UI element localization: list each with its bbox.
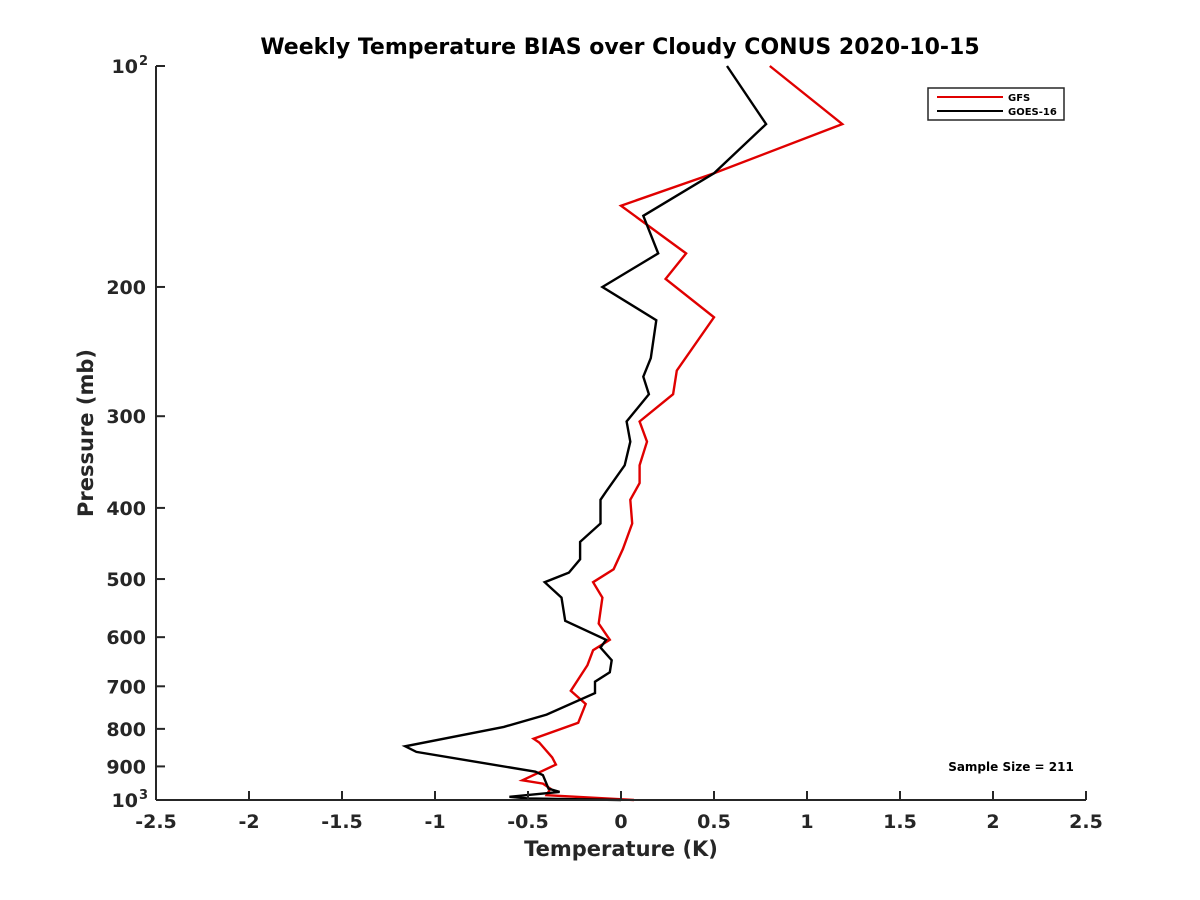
y-tick-label: 800 bbox=[106, 719, 146, 741]
x-ticks: -2.5 -2 -1.5 -1 -0.5 0 0.5 1 1.5 2 2.5 bbox=[135, 791, 1103, 833]
y-tick-label: 200 bbox=[106, 277, 146, 299]
series-line-gfs bbox=[518, 65, 845, 802]
x-tick-label: -1 bbox=[424, 811, 445, 833]
y-tick-label: 500 bbox=[106, 569, 146, 591]
x-tick-label: -2.5 bbox=[135, 811, 177, 833]
x-axis-label: Temperature (K) bbox=[524, 837, 718, 861]
y-tick-label: 300 bbox=[106, 406, 146, 428]
y-tick-label: 700 bbox=[106, 676, 146, 698]
x-tick-label: 0 bbox=[614, 811, 627, 833]
y-tick-label: 10 bbox=[112, 790, 138, 812]
y-tick-label: 400 bbox=[106, 498, 146, 520]
x-tick-label: 2 bbox=[986, 811, 999, 833]
legend: GFS GOES-16 bbox=[927, 87, 1065, 121]
series-line-goes16 bbox=[401, 65, 768, 802]
x-tick-label: 2.5 bbox=[1069, 811, 1103, 833]
plot-lines bbox=[401, 65, 845, 802]
x-tick-label: 0.5 bbox=[697, 811, 731, 833]
x-tick-label: -1.5 bbox=[321, 811, 363, 833]
x-tick-label: 1.5 bbox=[883, 811, 917, 833]
y-tick-exponent: 3 bbox=[139, 788, 148, 803]
legend-box bbox=[927, 87, 1065, 121]
legend-label-gfs: GFS bbox=[1008, 93, 1030, 104]
y-tick-label: 600 bbox=[106, 627, 146, 649]
y-tick-exponent: 2 bbox=[139, 54, 148, 69]
x-tick-label: -0.5 bbox=[507, 811, 549, 833]
y-axis-label: Pressure (mb) bbox=[74, 349, 98, 517]
x-tick-label: 1 bbox=[800, 811, 813, 833]
chart-title: Weekly Temperature BIAS over Cloudy CONU… bbox=[260, 35, 979, 60]
y-tick-label: 10 bbox=[112, 56, 138, 78]
legend-label-goes16: GOES-16 bbox=[1008, 107, 1057, 118]
sample-size-annotation: Sample Size = 211 bbox=[948, 760, 1074, 774]
y-tick-label: 900 bbox=[106, 756, 146, 778]
x-tick-label: -2 bbox=[238, 811, 259, 833]
